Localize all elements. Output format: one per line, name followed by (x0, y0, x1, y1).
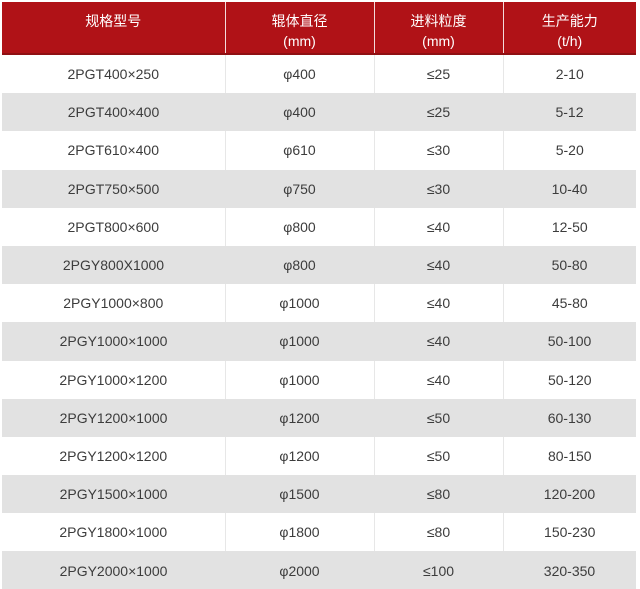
cell-capacity: 5-20 (503, 131, 636, 170)
cell-roller-diameter: φ610 (225, 131, 375, 170)
column-header-unit: (t/h) (557, 33, 583, 49)
table-row: 2PGY800X1000 φ800 ≤40 50-80 (2, 245, 636, 285)
cell-feed-size: ≤40 (374, 284, 504, 323)
table-header: 规格型号 辊体直径 (mm) 进料粒度 (mm) 生产能力 (t/h) (2, 2, 636, 55)
cell-feed-size: ≤40 (374, 322, 503, 361)
cell-model: 2PGT610×400 (2, 131, 226, 170)
cell-capacity: 120-200 (503, 475, 636, 514)
table-row: 2PGT400×250 φ400 ≤25 2-10 (2, 54, 636, 94)
cell-model: 2PGY1200×1000 (2, 398, 225, 437)
cell-model: 2PGT400×400 (2, 93, 225, 132)
cell-model: 2PGY2000×1000 (2, 551, 225, 589)
cell-capacity: 50-100 (503, 322, 636, 361)
cell-feed-size: ≤40 (374, 207, 504, 246)
column-header-unit (2, 31, 225, 51)
cell-model: 2PGY800X1000 (2, 245, 225, 285)
cell-capacity: 50-80 (503, 245, 636, 285)
cell-model: 2PGY1800×1000 (2, 513, 226, 552)
cell-roller-diameter: φ400 (225, 54, 375, 94)
cell-capacity: 80-150 (503, 436, 636, 476)
cell-feed-size: ≤100 (374, 551, 503, 589)
column-header-label: 规格型号 (85, 13, 142, 29)
cell-roller-diameter: φ400 (225, 93, 374, 132)
cell-model: 2PGT800×600 (2, 207, 226, 246)
column-header-roller-diameter: 辊体直径 (mm) (225, 2, 375, 55)
cell-model: 2PGT750×500 (2, 169, 225, 208)
cell-capacity: 320-350 (503, 551, 636, 589)
cell-capacity: 2-10 (503, 54, 636, 94)
cell-model: 2PGY1200×1200 (2, 436, 226, 476)
cell-capacity: 150-230 (503, 513, 636, 552)
table-row: 2PGY1200×1000 φ1200 ≤50 60-130 (2, 398, 636, 437)
cell-roller-diameter: φ1200 (225, 436, 375, 476)
cell-feed-size: ≤80 (374, 475, 503, 514)
cell-roller-diameter: φ1200 (225, 398, 374, 437)
cell-roller-diameter: φ1500 (225, 475, 374, 514)
column-header-capacity: 生产能力 (t/h) (503, 2, 636, 55)
cell-capacity: 5-12 (503, 93, 636, 132)
table-row: 2PGY2000×1000 φ2000 ≤100 320-350 (2, 551, 636, 589)
table-row: 2PGY1200×1200 φ1200 ≤50 80-150 (2, 436, 636, 476)
table-row: 2PGY1000×1000 φ1000 ≤40 50-100 (2, 322, 636, 361)
cell-feed-size: ≤40 (374, 360, 504, 399)
cell-roller-diameter: φ2000 (225, 551, 374, 589)
table-row: 2PGT800×600 φ800 ≤40 12-50 (2, 207, 636, 246)
cell-feed-size: ≤40 (374, 245, 503, 285)
cell-feed-size: ≤80 (374, 513, 504, 552)
column-header-feed-size: 进料粒度 (mm) (374, 2, 504, 55)
cell-roller-diameter: φ800 (225, 245, 374, 285)
cell-model: 2PGY1000×800 (2, 284, 226, 323)
table-row: 2PGY1800×1000 φ1800 ≤80 150-230 (2, 513, 636, 552)
cell-model: 2PGY1000×1200 (2, 360, 226, 399)
header-row: 规格型号 辊体直径 (mm) 进料粒度 (mm) 生产能力 (t/h) (2, 2, 636, 55)
cell-capacity: 12-50 (503, 207, 636, 246)
cell-roller-diameter: φ800 (225, 207, 375, 246)
cell-roller-diameter: φ750 (225, 169, 374, 208)
cell-feed-size: ≤30 (374, 169, 503, 208)
cell-roller-diameter: φ1000 (225, 360, 375, 399)
column-header-label: 辊体直径 (271, 13, 328, 29)
column-header-unit: (mm) (283, 33, 316, 49)
cell-feed-size: ≤50 (374, 398, 503, 437)
cell-capacity: 50-120 (503, 360, 636, 399)
column-header-unit: (mm) (422, 33, 455, 49)
table-body: 2PGT400×250 φ400 ≤25 2-10 2PGT400×400 φ4… (2, 54, 636, 589)
cell-roller-diameter: φ1000 (225, 284, 375, 323)
table-row: 2PGT610×400 φ610 ≤30 5-20 (2, 131, 636, 170)
column-header-label: 生产能力 (541, 13, 598, 29)
table-row: 2PGY1000×1200 φ1000 ≤40 50-120 (2, 360, 636, 399)
cell-feed-size: ≤30 (374, 131, 504, 170)
column-header-label: 进料粒度 (410, 13, 467, 29)
cell-feed-size: ≤25 (374, 54, 504, 94)
cell-capacity: 45-80 (503, 284, 636, 323)
column-header-model: 规格型号 (2, 2, 226, 55)
cell-model: 2PGT400×250 (2, 54, 226, 94)
table-row: 2PGY1000×800 φ1000 ≤40 45-80 (2, 284, 636, 323)
cell-feed-size: ≤50 (374, 436, 504, 476)
cell-model: 2PGY1500×1000 (2, 475, 225, 514)
cell-roller-diameter: φ1000 (225, 322, 374, 361)
table-row: 2PGT400×400 φ400 ≤25 5-12 (2, 93, 636, 132)
cell-model: 2PGY1000×1000 (2, 322, 225, 361)
table-row: 2PGT750×500 φ750 ≤30 10-40 (2, 169, 636, 208)
cell-capacity: 10-40 (503, 169, 636, 208)
cell-capacity: 60-130 (503, 398, 636, 437)
table-row: 2PGY1500×1000 φ1500 ≤80 120-200 (2, 475, 636, 514)
cell-roller-diameter: φ1800 (225, 513, 375, 552)
cell-feed-size: ≤25 (374, 93, 503, 132)
